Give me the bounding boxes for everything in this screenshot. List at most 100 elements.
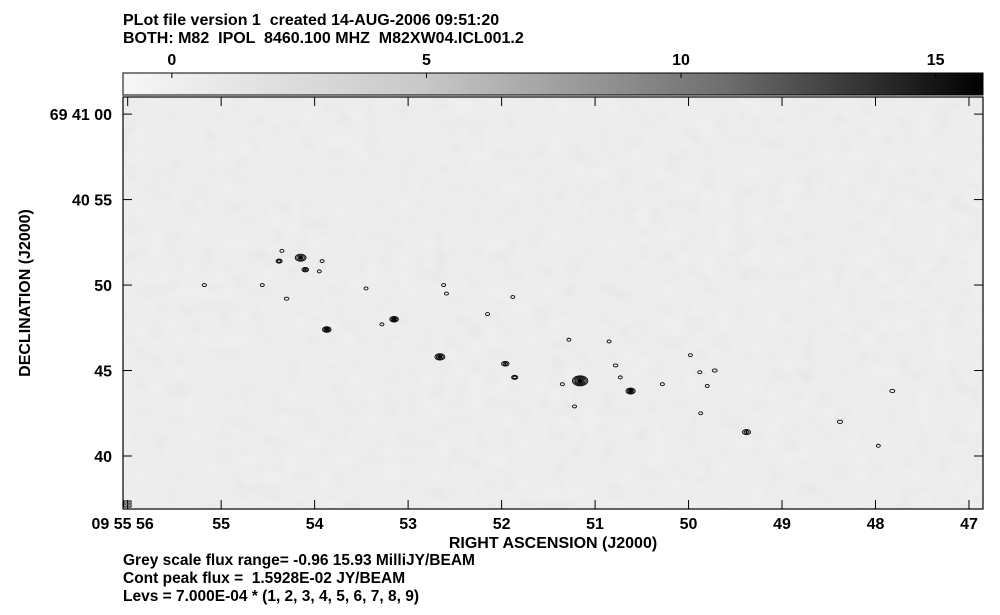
source-contour	[659, 382, 665, 387]
source-contour	[571, 375, 589, 387]
contour-level	[510, 295, 516, 299]
contour-level	[502, 361, 508, 366]
colorbar-wedge	[122, 72, 984, 96]
colorbar-tick-label: 5	[422, 52, 431, 69]
contour-level	[742, 429, 751, 436]
contour-level	[698, 411, 704, 416]
source-core	[577, 379, 583, 383]
contour-level	[437, 355, 443, 359]
source-contour	[319, 259, 325, 264]
contour-level	[697, 370, 703, 375]
contour-level	[485, 312, 491, 317]
contour-level	[572, 404, 577, 409]
contour-level	[571, 375, 589, 387]
x-tick-label: 47	[960, 516, 978, 533]
plot-header-line1: PLot file version 1 created 14-AUG-2006 …	[123, 12, 500, 29]
contour-level	[576, 378, 585, 384]
y-tick-label: 45	[94, 364, 112, 381]
source-contour	[875, 443, 881, 448]
contour-level	[279, 248, 285, 253]
source-contour	[294, 253, 307, 262]
contour-level	[389, 315, 399, 323]
contour-level	[704, 383, 710, 388]
source-contour	[443, 291, 449, 296]
x-tick-label: 50	[680, 516, 698, 533]
source-contour	[322, 326, 332, 333]
source-core	[504, 362, 507, 365]
source-contour	[742, 429, 751, 436]
y-tick-label: 40	[94, 449, 112, 466]
source-contour	[617, 375, 623, 380]
contour-level	[743, 430, 750, 435]
contour-level	[606, 339, 612, 344]
contour-level	[626, 388, 635, 394]
colorbar-tick-label: 10	[672, 52, 690, 69]
source-contour	[837, 419, 843, 424]
contour-level	[612, 363, 619, 368]
contour-level	[275, 258, 283, 264]
contour-level	[323, 327, 331, 332]
contour-level	[322, 326, 332, 333]
colorbar: 0 5 10 15	[122, 52, 984, 96]
contour-level	[837, 419, 843, 424]
contour-level	[390, 316, 398, 322]
plot-header-line2: BOTH: M82 IPOL 8460.100 MHZ M82XW04.ICL0…	[123, 30, 524, 47]
source-core	[438, 355, 442, 358]
source-contour	[711, 368, 718, 373]
contour-level	[294, 253, 307, 262]
contour-level	[889, 388, 896, 394]
x-tick-label: 55	[212, 516, 230, 533]
x-tick-label: 09 55 56	[92, 516, 154, 533]
map-panel: 09 55 56 55 54 53 52 51 50 49 48 47 69 41 00 40 55…	[50, 96, 984, 533]
contour-level	[435, 354, 444, 360]
contour-level	[443, 291, 449, 296]
contour-level	[363, 286, 369, 291]
source-contour	[625, 387, 636, 395]
x-tick-label: 52	[493, 516, 511, 533]
source-contour	[201, 283, 207, 287]
source-contour	[441, 283, 447, 287]
source-contour	[612, 363, 619, 368]
source-contour	[434, 353, 446, 361]
contour-level	[501, 360, 510, 367]
contour-levels-text: Levs = 7.000E-04 * (1, 2, 3, 4, 5, 6, 7,…	[123, 588, 419, 605]
y-axis-title: DECLINATION (J2000)	[17, 209, 34, 377]
x-tick-label: 53	[399, 516, 417, 533]
source-contour	[566, 337, 572, 342]
source-contour	[389, 315, 399, 323]
source-contour	[283, 296, 290, 301]
contour-level	[316, 269, 322, 274]
source-contour	[275, 258, 283, 264]
source-contour	[501, 360, 510, 367]
x-tick-label: 51	[586, 516, 604, 533]
contour-level	[687, 353, 693, 358]
contour-level	[324, 327, 330, 332]
contour-level	[296, 254, 305, 261]
x-tick-label: 48	[867, 516, 885, 533]
source-core	[745, 431, 748, 433]
contour-level	[201, 283, 207, 287]
contour-level	[259, 283, 265, 287]
contour-level	[283, 296, 290, 301]
colorbar-tick-label: 15	[927, 52, 945, 69]
contour-level	[276, 259, 282, 263]
x-tick-label: 54	[306, 516, 324, 533]
contour-level	[441, 283, 447, 287]
source-contour	[511, 374, 519, 380]
contour-level	[391, 317, 397, 321]
contour-level	[302, 267, 308, 272]
contour-level	[319, 259, 325, 264]
contour-level	[297, 255, 304, 260]
source-core	[298, 256, 303, 259]
source-contour	[889, 388, 896, 394]
map-frame	[122, 96, 984, 510]
source-contour	[572, 404, 577, 409]
contour-level	[711, 368, 718, 373]
contour-level	[617, 375, 623, 380]
contour-level	[628, 389, 634, 393]
contour-level	[875, 443, 881, 448]
contour-level	[573, 376, 587, 386]
y-tick-label: 40 55	[72, 193, 112, 210]
source-core	[392, 318, 396, 321]
source-contour	[259, 283, 265, 287]
